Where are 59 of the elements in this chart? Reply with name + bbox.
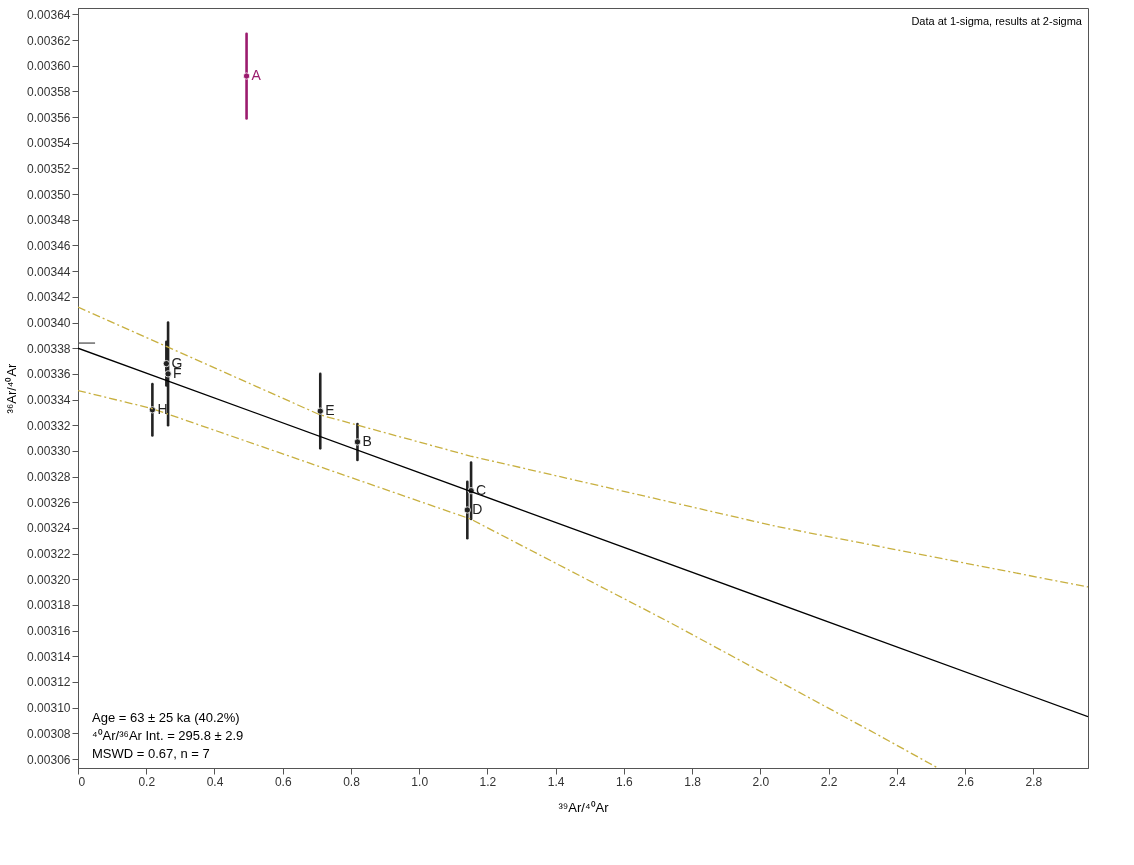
y-tick-label: 0.00340	[27, 316, 71, 331]
data-label: D	[472, 500, 483, 517]
y-tick-label: 0.00308	[27, 726, 71, 741]
y-tick-label: 0.00328	[27, 470, 71, 485]
x-tick-label: 0.6	[274, 774, 292, 789]
x-tick-label: 1.0	[411, 774, 429, 789]
data-label: B	[362, 432, 372, 449]
y-tick-label: 0.00332	[27, 418, 71, 433]
y-tick-label: 0.00338	[27, 341, 71, 356]
x-tick-label: 2.0	[752, 774, 770, 789]
y-tick-label: 0.00362	[27, 33, 71, 48]
y-axis-title: ³⁶Ar/⁴⁰Ar	[4, 362, 20, 414]
data-label: E	[325, 402, 335, 419]
y-tick-label: 0.00336	[27, 367, 71, 382]
y-tick-label: 0.00314	[27, 649, 71, 664]
annotation: Data at 1-sigma, results at 2-sigma	[911, 15, 1083, 27]
y-tick-label: 0.00360	[27, 59, 71, 74]
y-tick-label: 0.00358	[27, 84, 71, 99]
y-tick-label: 0.00330	[27, 444, 71, 459]
x-tick-label: 2.8	[1025, 774, 1043, 789]
line-series	[78, 306, 1088, 588]
y-tick-label: 0.00346	[27, 239, 71, 253]
x-tick-label: 2.6	[957, 774, 975, 789]
x-tick-label: 1.2	[479, 774, 497, 789]
y-tick-label: 0.00334	[27, 393, 71, 408]
y-tick-label: 0.00364	[27, 7, 71, 22]
x-tick-label: 0	[78, 774, 86, 789]
x-axis-title: ³⁹Ar/⁴⁰Ar	[558, 799, 610, 815]
y-tick-label: 0.00352	[27, 161, 71, 176]
data-label: C	[476, 481, 487, 498]
y-tick-label: 0.00344	[27, 264, 71, 279]
line-series	[78, 389, 939, 768]
y-tick-label: 0.00342	[27, 290, 71, 305]
data-label: A	[251, 67, 262, 84]
x-tick-label: 0.8	[343, 774, 361, 789]
y-tick-label: 0.00316	[27, 624, 71, 639]
y-tick-label: 0.00354	[27, 136, 71, 151]
annotation: ⁴⁰Ar/³⁶Ar Int. = 295.8 ± 2.9	[92, 728, 244, 743]
y-tick-label: 0.00318	[27, 598, 71, 613]
y-tick-label: 0.00322	[27, 547, 71, 562]
x-tick-label: 0.4	[206, 774, 224, 789]
y-tick-label: 0.00356	[27, 110, 71, 125]
data-label: H	[157, 400, 168, 417]
y-tick-label: 0.00320	[27, 572, 71, 587]
x-tick-label: 2.4	[889, 774, 907, 789]
annotation: MSWD = 0.67, n = 7	[92, 746, 210, 761]
annotation: Age = 63 ± 25 ka (40.2%)	[92, 710, 240, 725]
y-tick-label: 0.00312	[27, 675, 71, 690]
x-tick-label: 0.2	[138, 774, 156, 789]
x-tick-label: 2.2	[820, 774, 838, 789]
y-tick-label: 0.00324	[27, 521, 71, 536]
y-tick-label: 0.00326	[27, 495, 71, 510]
y-tick-label: 0.00348	[27, 213, 71, 228]
y-tick-label: 0.00306	[27, 752, 71, 767]
x-tick-label: 1.6	[616, 774, 634, 789]
x-tick-label: 1.8	[684, 774, 702, 789]
y-tick-label: 0.00350	[27, 187, 71, 202]
y-tick-label: 0.00310	[27, 701, 71, 716]
x-tick-label: 1.4	[547, 774, 565, 789]
